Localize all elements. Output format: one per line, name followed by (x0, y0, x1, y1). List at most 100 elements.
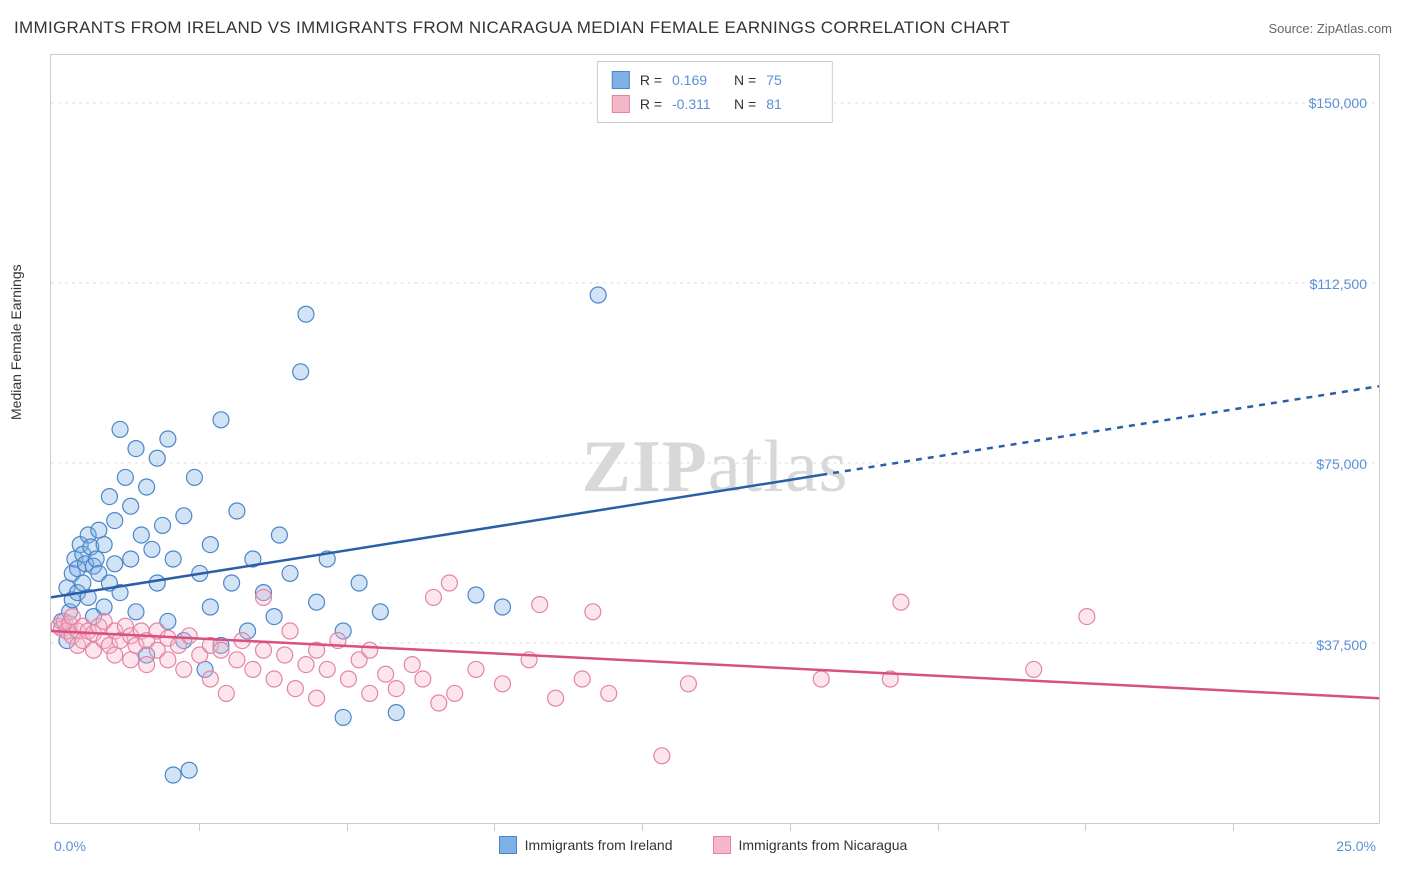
data-point (75, 575, 91, 591)
data-point (229, 652, 245, 668)
data-point (447, 685, 463, 701)
data-point (441, 575, 457, 591)
trend-line (51, 475, 821, 597)
data-point (176, 661, 192, 677)
data-point (123, 652, 139, 668)
data-point (255, 589, 271, 605)
data-point (139, 657, 155, 673)
data-point (388, 681, 404, 697)
legend-label-ireland: Immigrants from Ireland (525, 837, 673, 853)
data-point (165, 767, 181, 783)
data-point (186, 469, 202, 485)
data-point (107, 556, 123, 572)
data-point (468, 661, 484, 677)
swatch-nicaragua (713, 836, 731, 854)
data-point (351, 575, 367, 591)
data-point (293, 364, 309, 380)
y-tick-label: $37,500 (1316, 637, 1367, 653)
data-point (813, 671, 829, 687)
data-point (107, 647, 123, 663)
data-point (245, 661, 261, 677)
data-point (319, 661, 335, 677)
data-point (372, 604, 388, 620)
data-point (202, 537, 218, 553)
data-point (213, 642, 229, 658)
legend-row-ireland: R = 0.169 N = 75 (612, 68, 818, 92)
data-point (532, 597, 548, 613)
data-point (590, 287, 606, 303)
data-point (229, 503, 245, 519)
x-tick (347, 823, 348, 831)
r-value-ireland: 0.169 (672, 68, 724, 92)
legend-item-nicaragua: Immigrants from Nicaragua (713, 836, 908, 854)
y-axis-label: Median Female Earnings (8, 264, 24, 420)
r-label: R = (640, 92, 662, 116)
data-point (378, 666, 394, 682)
data-point (431, 695, 447, 711)
data-point (425, 589, 441, 605)
data-point (388, 705, 404, 721)
y-tick-label: $150,000 (1309, 95, 1367, 111)
title-bar: IMMIGRANTS FROM IRELAND VS IMMIGRANTS FR… (14, 18, 1392, 38)
data-point (181, 628, 197, 644)
source-attribution: Source: ZipAtlas.com (1268, 21, 1392, 36)
y-tick-label: $75,000 (1316, 456, 1367, 472)
data-point (107, 513, 123, 529)
legend-item-ireland: Immigrants from Ireland (499, 836, 673, 854)
x-tick (199, 823, 200, 831)
data-point (202, 671, 218, 687)
data-point (155, 517, 171, 533)
data-point (133, 527, 149, 543)
data-point (404, 657, 420, 673)
data-point (271, 527, 287, 543)
data-point (335, 709, 351, 725)
data-point (1026, 661, 1042, 677)
data-point (96, 537, 112, 553)
data-point (88, 551, 104, 567)
data-point (309, 690, 325, 706)
data-point (181, 762, 197, 778)
x-tick (1233, 823, 1234, 831)
data-point (298, 657, 314, 673)
data-point (495, 676, 511, 692)
data-point (128, 441, 144, 457)
legend-label-nicaragua: Immigrants from Nicaragua (739, 837, 908, 853)
data-point (654, 748, 670, 764)
data-point (340, 671, 356, 687)
legend-row-nicaragua: R = -0.311 N = 81 (612, 92, 818, 116)
data-point (101, 489, 117, 505)
x-tick (642, 823, 643, 831)
plot-svg (51, 55, 1379, 823)
r-label: R = (640, 68, 662, 92)
n-label: N = (734, 68, 756, 92)
data-point (202, 599, 218, 615)
data-point (309, 594, 325, 610)
n-value-ireland: 75 (766, 68, 818, 92)
x-tick (790, 823, 791, 831)
data-point (298, 306, 314, 322)
data-point (893, 594, 909, 610)
data-point (139, 479, 155, 495)
data-point (266, 671, 282, 687)
x-tick (494, 823, 495, 831)
data-point (224, 575, 240, 591)
swatch-nicaragua (612, 95, 630, 113)
data-point (415, 671, 431, 687)
swatch-ireland (612, 71, 630, 89)
r-value-nicaragua: -0.311 (672, 92, 724, 116)
data-point (601, 685, 617, 701)
data-point (277, 647, 293, 663)
chart-title: IMMIGRANTS FROM IRELAND VS IMMIGRANTS FR… (14, 18, 1010, 38)
data-point (282, 565, 298, 581)
n-value-nicaragua: 81 (766, 92, 818, 116)
data-point (362, 642, 378, 658)
trend-line-extrapolated (821, 386, 1379, 475)
data-point (123, 551, 139, 567)
data-point (144, 541, 160, 557)
data-point (255, 642, 271, 658)
plot-area: ZIPatlas $37,500$75,000$112,500$150,000 … (50, 54, 1380, 824)
y-tick-label: $112,500 (1310, 276, 1367, 292)
data-point (218, 685, 234, 701)
data-point (160, 652, 176, 668)
x-tick (1085, 823, 1086, 831)
